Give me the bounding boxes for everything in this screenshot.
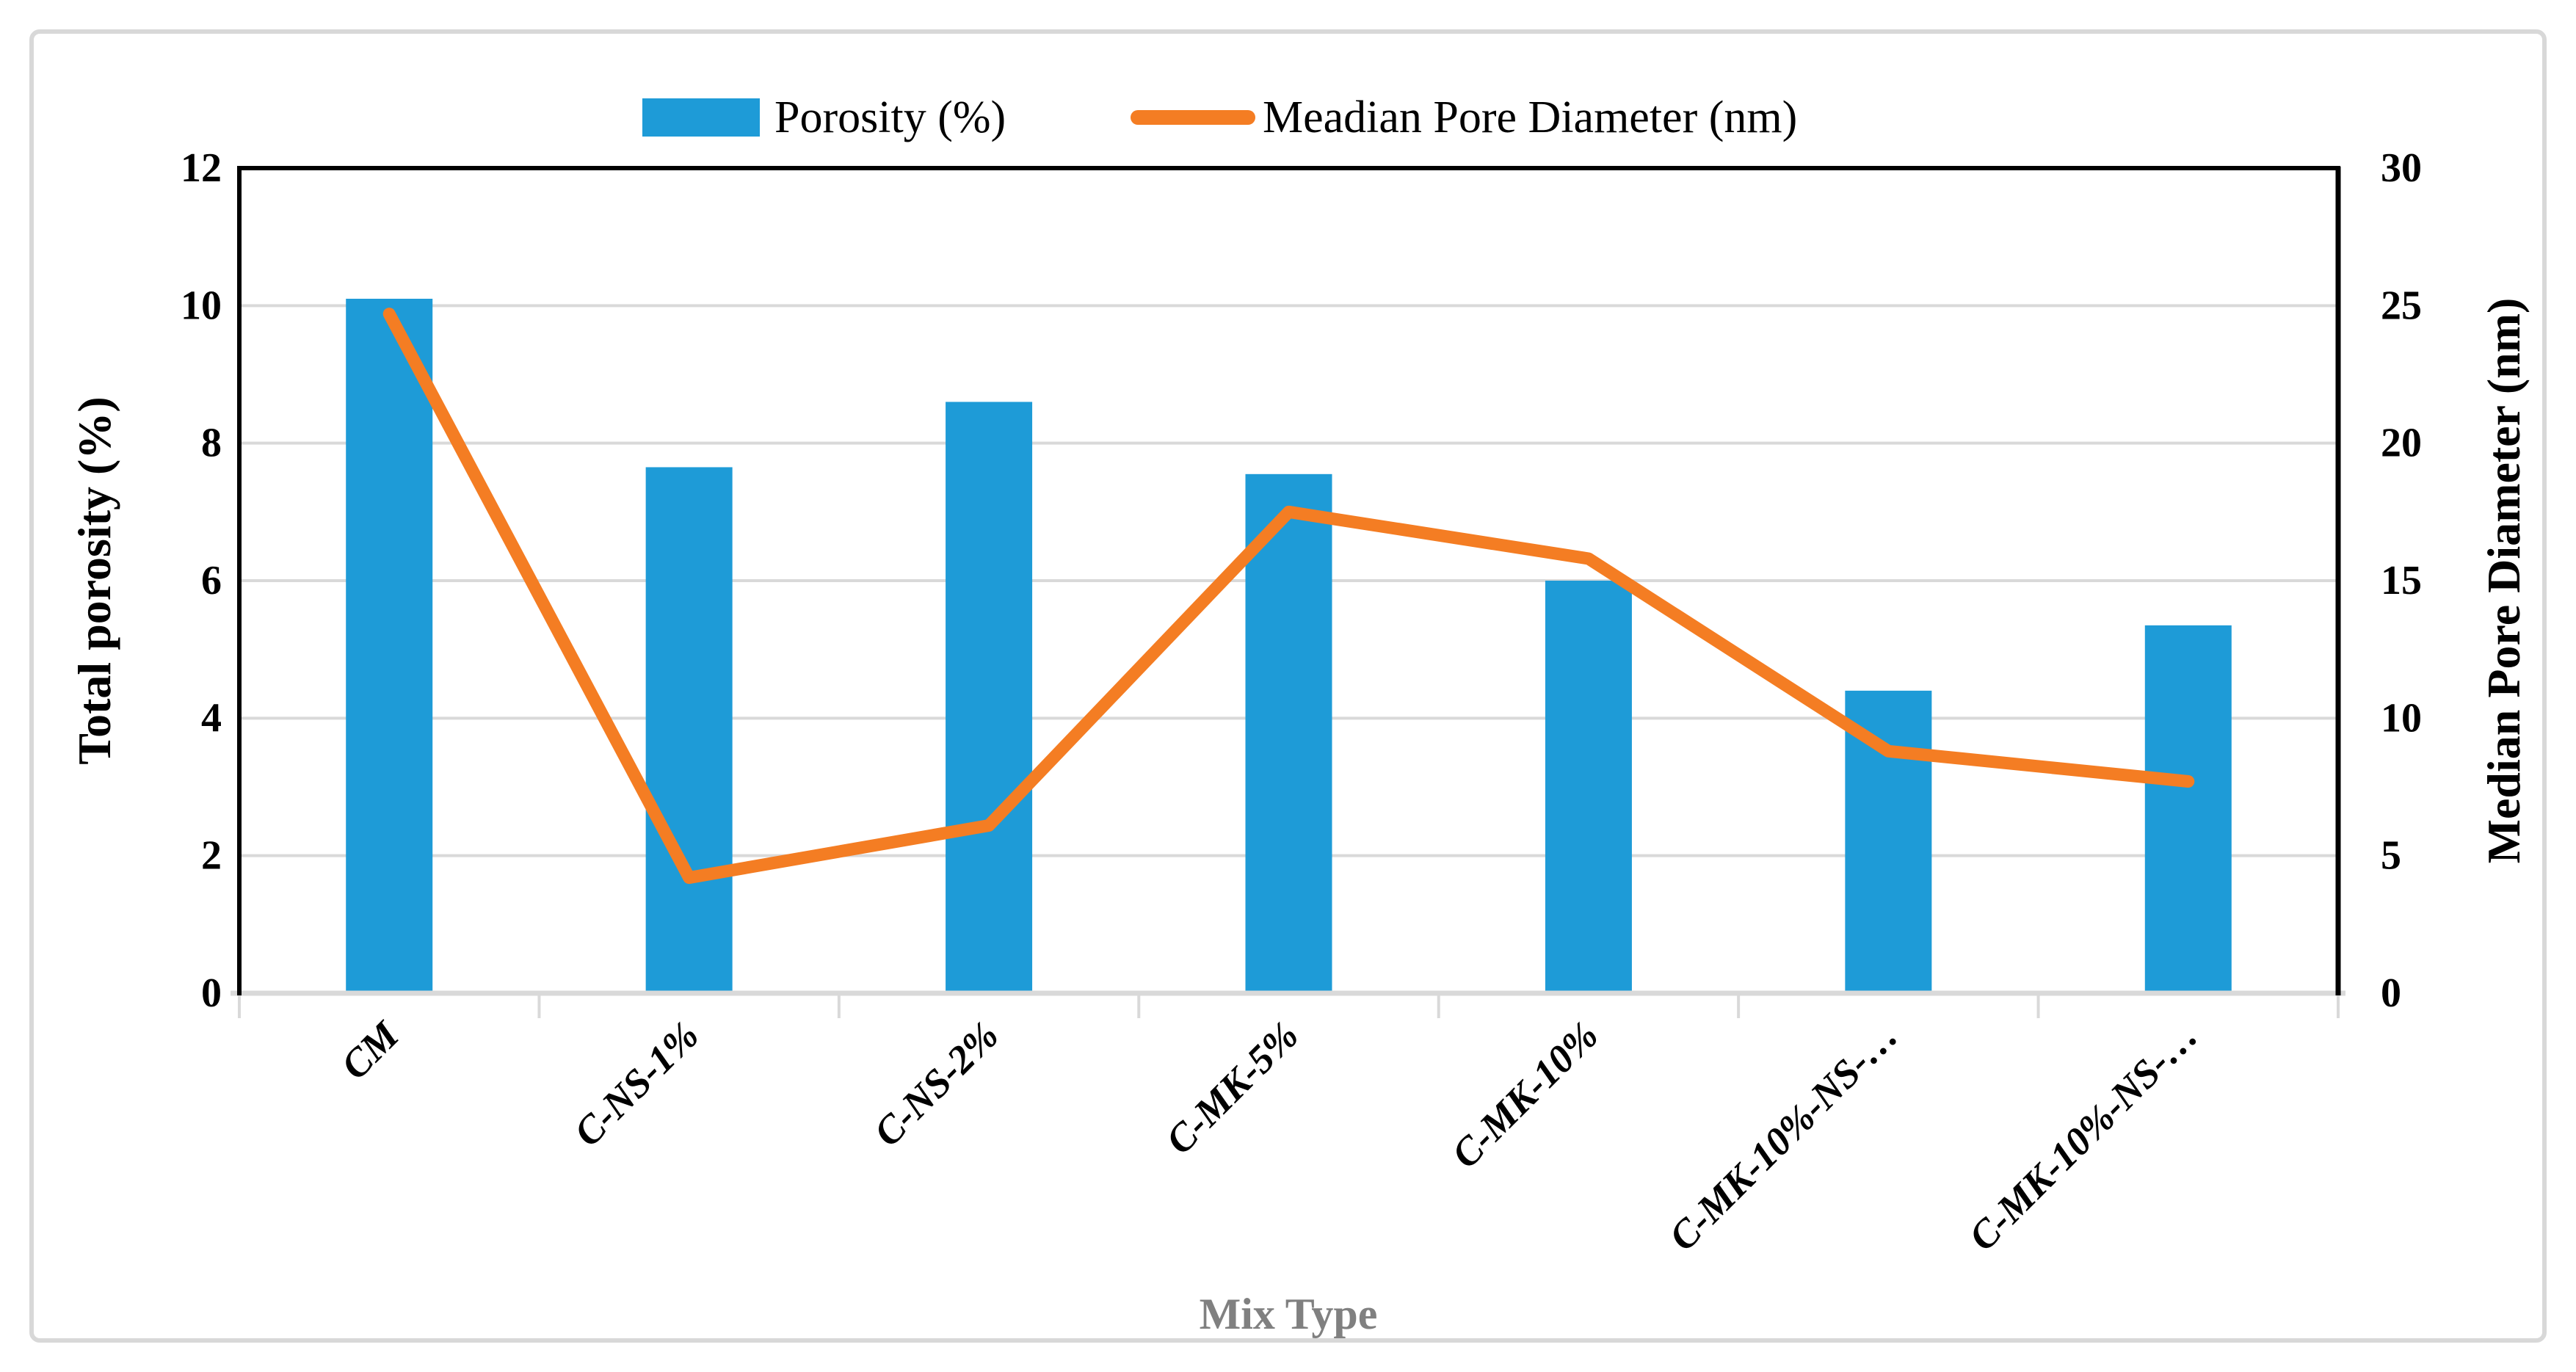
right-axis-tick-label: 10	[2381, 695, 2422, 741]
category-label-C-NS-1%: C-NS-1%	[565, 1013, 707, 1155]
left-axis-title: Total porosity (%)	[68, 396, 120, 764]
left-axis-tick-label: 4	[201, 695, 222, 741]
category-label-C-MK-5%: C-MK-5%	[1157, 1013, 1307, 1163]
legend-porosity-label: Porosity (%)	[774, 92, 1006, 142]
category-label-C-MK-10%: C-MK-10%	[1443, 1013, 1607, 1177]
category-label-C-NS-2%: C-NS-2%	[866, 1013, 1007, 1155]
left-axis-tick-label: 2	[201, 833, 222, 879]
left-axis-tick-label: 6	[201, 558, 222, 603]
left-axis-tick-label: 10	[181, 283, 222, 328]
legend-median-pore-label: Meadian Pore Diameter (nm)	[1263, 92, 1797, 142]
category-label-C-MK-10%-NS-…: C-MK-10%-NS-…	[1960, 1013, 2206, 1259]
category-label-CM: CM	[333, 1012, 408, 1088]
porosity-bar-C-MK-10%-NS-…	[2144, 625, 2232, 991]
x-axis-title: Mix Type	[1200, 1290, 1378, 1338]
left-axis-tick-label: 0	[201, 970, 222, 1016]
legend-porosity-swatch	[642, 98, 760, 137]
porosity-bar-C-NS-2%	[946, 402, 1033, 991]
median-pore-diameter-line	[382, 308, 2195, 885]
left-axis-tick-label: 12	[181, 145, 222, 191]
porosity-bar-C-MK-10%	[1545, 581, 1632, 991]
porosity-bar-C-MK-10%-NS-…	[1845, 690, 1932, 991]
legend: Porosity (%) Meadian Pore Diameter (nm)	[642, 92, 1797, 142]
right-axis-tick-label: 5	[2381, 833, 2401, 879]
porosity-bar-C-MK-5%	[1245, 473, 1332, 991]
plot-area: 0 2 4 6 8 10 12 0 5 10 15 20 25 30 CM C-NS-1% C-NS-2% C-M…	[181, 145, 2422, 1259]
right-axis-tick-label: 0	[2381, 970, 2401, 1016]
right-axis-tick-label: 20	[2381, 421, 2422, 466]
right-axis-tick-label: 25	[2381, 283, 2422, 328]
category-label-C-MK-10%-NS-…: C-MK-10%-NS-…	[1661, 1013, 1906, 1259]
right-axis-tick-label: 15	[2381, 558, 2422, 603]
right-axis-title: Median Pore Diameter (nm)	[2478, 298, 2530, 864]
porosity-bar-CM	[346, 298, 433, 991]
porosity-bar-C-NS-1%	[645, 467, 733, 991]
right-axis-tick-label: 30	[2381, 145, 2422, 191]
left-axis-tick-label: 8	[201, 421, 222, 466]
